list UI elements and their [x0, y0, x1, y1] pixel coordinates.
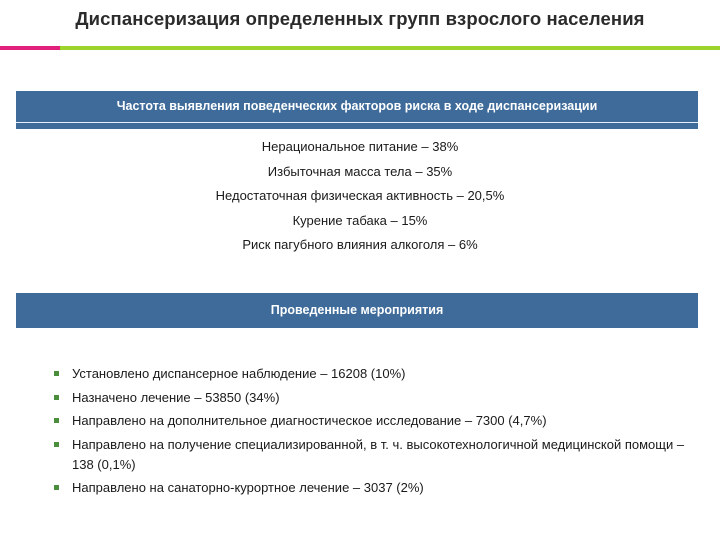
measure-text: Назначено лечение – 53850 (34%) [72, 389, 280, 405]
measures-banner: Проведенные мероприятия [16, 293, 698, 328]
risk-factor-item: Недостаточная физическая активность – 20… [215, 188, 505, 203]
measures-list: Установлено диспансерное наблюдение – 16… [52, 364, 692, 502]
risk-factors-banner: Частота выявления поведенческих факторов… [16, 91, 698, 129]
measure-text: Направлено на дополнительное диагностиче… [72, 413, 547, 428]
risk-factor-item: Курение табака – 15% [292, 212, 428, 228]
risk-factor-item: Риск пагубного влияния алкоголя – 6% [242, 237, 478, 252]
accent-bar [0, 46, 720, 50]
measure-item: Назначено лечение – 53850 (34%) [52, 388, 692, 408]
accent-bar-green [60, 46, 720, 50]
square-bullet-icon [54, 485, 59, 490]
accent-bar-pink [0, 46, 60, 50]
risk-factor-item: Избыточная масса тела – 35% [267, 163, 453, 179]
measure-item: Направлено на получение специализированн… [52, 435, 692, 475]
measure-item: Направлено на дополнительное диагностиче… [52, 411, 692, 431]
square-bullet-icon [54, 371, 59, 376]
square-bullet-icon [54, 441, 59, 447]
slide-title: Диспансеризация определенных групп взрос… [75, 8, 645, 29]
square-bullet-icon [54, 418, 59, 423]
measure-text: Установлено диспансерное наблюдение – 16… [72, 366, 406, 381]
measure-item: Установлено диспансерное наблюдение – 16… [52, 364, 692, 384]
risk-factors-list: Нерациональное питание – 38% Избыточная … [0, 135, 720, 258]
square-bullet-icon [54, 394, 59, 400]
measure-item: Направлено на санаторно-курортное лечени… [52, 478, 692, 498]
risk-factor-item: Нерациональное питание – 38% [261, 139, 459, 154]
measure-text: Направлено на получение специализированн… [72, 436, 685, 472]
measure-text: Направлено на санаторно-курортное лечени… [72, 480, 424, 495]
